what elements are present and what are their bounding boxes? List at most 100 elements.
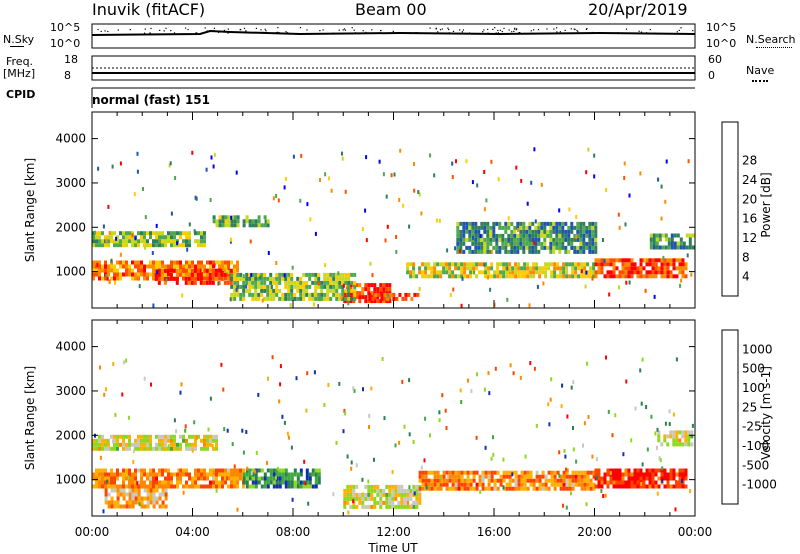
range-cell: [163, 268, 167, 273]
range-cell: [248, 288, 252, 293]
range-cell: [526, 470, 530, 475]
range-cell: [161, 468, 164, 473]
range-cell: [281, 468, 285, 473]
range-cell: [205, 276, 209, 281]
range-cell: [161, 243, 164, 248]
range-cell: [594, 274, 598, 279]
range-cell: [245, 472, 249, 477]
range-cell: [146, 492, 150, 497]
range-cell: [203, 235, 206, 240]
range-cell: [579, 221, 583, 226]
range-cell: [502, 478, 506, 483]
range-cell: [681, 434, 685, 439]
range-cell: [586, 361, 589, 366]
range-cell: [580, 482, 584, 487]
range-cell: [370, 299, 374, 304]
nsearch-label: N.Search: [746, 33, 796, 46]
range-cell: [460, 478, 464, 483]
range-cell: [656, 491, 659, 496]
range-cell: [496, 266, 500, 271]
range-cell: [641, 357, 644, 362]
range-cell: [107, 500, 111, 505]
range-cell: [140, 235, 143, 240]
range-cell: [469, 262, 473, 267]
range-cell: [538, 478, 542, 483]
range-cell: [197, 243, 200, 248]
range-cell: [160, 276, 164, 281]
range-cell: [113, 484, 116, 489]
range-cell: [290, 288, 294, 293]
range-cell: [513, 225, 517, 230]
range-cell: [308, 484, 312, 489]
range-cell: [664, 237, 668, 242]
range-cell: [167, 231, 170, 236]
range-cell: [469, 486, 473, 491]
range-cell: [448, 262, 452, 267]
range-cell: [654, 270, 658, 275]
range-cell: [579, 237, 583, 242]
range-cell: [137, 446, 140, 451]
range-cell: [269, 472, 273, 477]
range-cell: [649, 233, 653, 238]
nsearch-point: [371, 29, 373, 31]
range-cell: [110, 268, 113, 273]
range-cell: [556, 274, 560, 279]
range-cell: [173, 260, 176, 265]
range-cell: [199, 276, 203, 281]
range-cell: [290, 284, 294, 289]
range-cell: [131, 476, 134, 481]
range-cell: [287, 484, 291, 489]
range-cell: [574, 470, 578, 475]
range-cell: [242, 484, 245, 489]
range-cell: [278, 472, 282, 477]
range-cell: [597, 266, 601, 271]
range-cell: [597, 480, 601, 485]
range-cell: [462, 221, 466, 226]
range-cell: [368, 296, 372, 301]
range-cell: [116, 504, 120, 509]
range-cell: [352, 504, 356, 509]
range-cell: [341, 276, 345, 281]
range-cell: [460, 474, 464, 479]
range-cell: [209, 468, 212, 473]
range-cell: [178, 268, 182, 273]
range-cell: [193, 420, 196, 425]
range-cell: [499, 270, 503, 275]
range-cell: [400, 500, 404, 505]
range-cell: [188, 442, 191, 447]
range-cell: [562, 470, 566, 475]
range-cell: [534, 241, 538, 246]
range-cell: [290, 445, 293, 450]
range-cell: [176, 264, 179, 269]
range-cell: [218, 219, 222, 224]
range-cell: [269, 288, 273, 293]
range-cell: [564, 245, 568, 250]
nsearch-point: [546, 28, 548, 30]
range-cell: [119, 264, 122, 269]
range-cell: [655, 237, 659, 242]
range-cell: [158, 496, 162, 501]
range-cell: [254, 272, 258, 277]
range-cell: [140, 264, 143, 269]
range-cell: [305, 484, 309, 489]
nsearch-point: [533, 29, 535, 31]
range-cell: [158, 480, 161, 485]
range-cell: [116, 484, 119, 489]
range-cell: [349, 283, 353, 288]
range-cell: [335, 292, 339, 297]
range-cell: [211, 444, 214, 448]
range-cell: [487, 482, 491, 487]
nsearch-point: [351, 27, 353, 29]
range-cell: [150, 382, 152, 387]
range-cell: [104, 488, 108, 493]
range-cell: [448, 478, 452, 483]
range-cell: [149, 243, 152, 248]
range-cell: [687, 442, 691, 447]
range-cell: [149, 231, 152, 236]
range-cell: [330, 188, 333, 193]
range-cell: [529, 266, 533, 271]
range-cell: [658, 233, 662, 238]
range-cell: [681, 270, 685, 275]
range-cell: [279, 364, 282, 369]
range-cell: [642, 472, 646, 477]
